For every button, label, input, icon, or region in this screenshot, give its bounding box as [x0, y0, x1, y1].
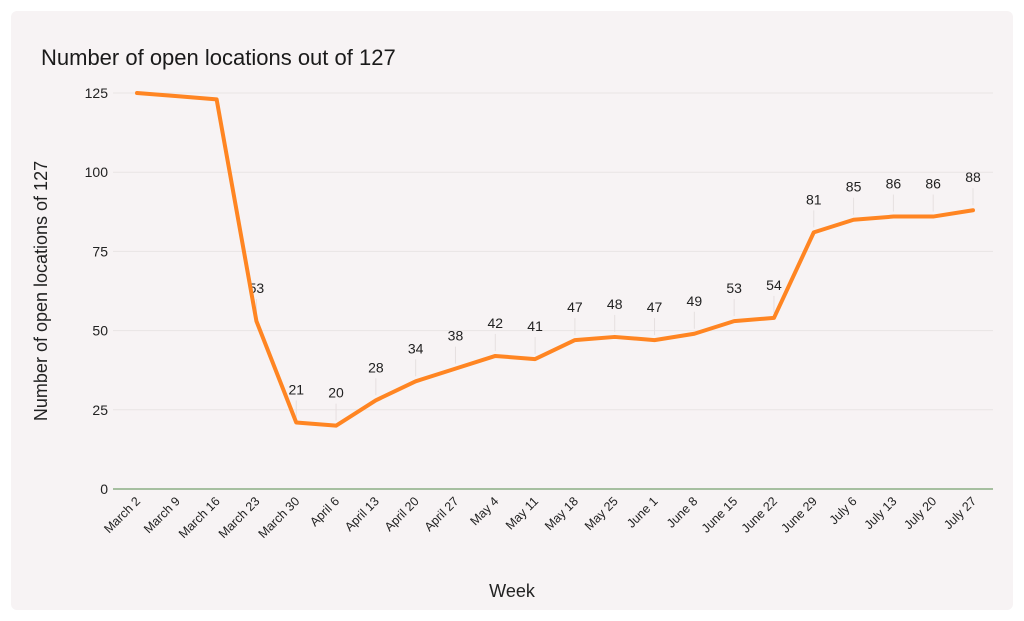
x-tick-label: March 30 — [256, 494, 303, 541]
x-tick-label: June 15 — [699, 494, 740, 535]
data-label: 53 — [726, 280, 742, 296]
chart-title: Number of open locations out of 127 — [41, 45, 396, 70]
data-label: 85 — [846, 179, 862, 195]
x-tick-label: April 6 — [307, 494, 342, 529]
x-tick-label: July 20 — [901, 494, 939, 532]
x-tick-label: May 4 — [467, 494, 501, 528]
data-label: 47 — [647, 299, 663, 315]
data-label: 54 — [766, 277, 782, 293]
data-label: 86 — [925, 176, 941, 192]
x-tick-label: June 8 — [664, 494, 700, 530]
series-line — [135, 91, 975, 428]
data-label: 42 — [487, 315, 503, 331]
data-label: 48 — [607, 296, 623, 312]
y-tick-label: 75 — [92, 243, 108, 259]
x-tick-label: April 13 — [342, 494, 382, 534]
chart-card: Number of open locations out of 127 — [11, 11, 1013, 610]
data-label: 21 — [288, 381, 304, 397]
data-label: 38 — [448, 328, 464, 344]
y-axis-title: Number of open locations of 127 — [31, 161, 51, 421]
x-tick-label: July 27 — [941, 494, 979, 532]
x-tick-label: March 23 — [216, 494, 263, 541]
data-label: 81 — [806, 191, 822, 207]
data-label: 41 — [527, 318, 543, 334]
x-tick-label: March 16 — [176, 494, 223, 541]
x-tick-label: May 18 — [542, 494, 581, 533]
x-tick-label: July 6 — [827, 494, 860, 527]
y-tick-label: 100 — [85, 164, 109, 180]
x-tick-label: June 29 — [779, 494, 820, 535]
x-tick-label: April 27 — [422, 494, 462, 534]
x-tick-label: May 25 — [582, 494, 621, 533]
x-tick-label: June 22 — [739, 494, 780, 535]
x-axis-title: Week — [489, 581, 536, 601]
y-tick-label: 125 — [85, 85, 109, 101]
data-label: 47 — [567, 299, 583, 315]
x-tick-label: April 20 — [382, 494, 422, 534]
x-tick-label: May 11 — [503, 494, 541, 532]
x-tick-label: June 1 — [624, 494, 660, 530]
y-tick-label: 25 — [92, 402, 108, 418]
data-label: 86 — [886, 176, 902, 192]
data-label: 34 — [408, 340, 424, 356]
x-tick-label: March 2 — [101, 494, 143, 536]
y-tick-label: 50 — [92, 323, 108, 339]
data-label: 20 — [328, 385, 344, 401]
data-label: 88 — [965, 169, 981, 185]
x-tick-label: July 13 — [862, 494, 900, 532]
y-tick-label: 0 — [100, 481, 108, 497]
data-label: 28 — [368, 359, 384, 375]
data-label: 49 — [687, 293, 703, 309]
